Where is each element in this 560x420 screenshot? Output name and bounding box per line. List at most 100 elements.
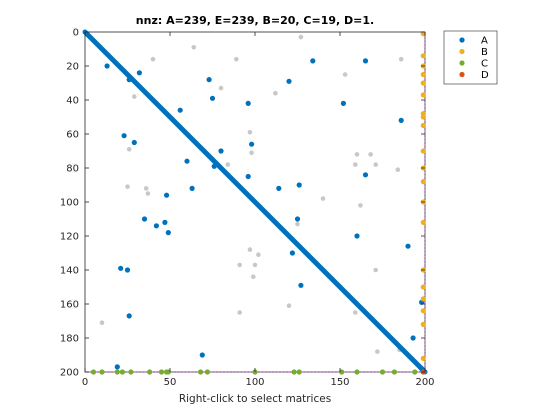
x-tick-label-3: 150 [330,377,349,388]
y-tick-label-2: 40 [66,96,79,107]
legend-marker-B [459,48,465,55]
series-B [420,31,426,361]
point-C-0 [90,369,97,375]
legend-item-B[interactable]: B [459,47,488,58]
point-B-3 [420,71,426,78]
point-A-39 [114,364,120,370]
point-A-4 [206,77,212,83]
point-E-3 [191,45,197,50]
point-E-32 [286,303,292,309]
point-C-6 [158,369,165,375]
point-E-23 [353,162,358,167]
x-tick-label-0: 0 [82,377,88,388]
point-B-1 [420,53,426,59]
point-A-5 [209,95,216,101]
point-A-18 [245,173,251,180]
point-E-11 [126,147,132,152]
point-E-8 [342,72,348,77]
point-E-18 [320,196,326,201]
point-C-16 [379,369,386,375]
point-E-34 [375,349,380,354]
point-A-15 [218,148,224,154]
y-tick-label-1: 20 [66,62,79,73]
diagonal-A [82,29,428,375]
point-A-31 [289,250,295,256]
y-tick-label-9: 180 [60,334,79,345]
point-C-17 [391,369,397,375]
point-A-16 [249,141,255,147]
point-E-7 [298,34,304,40]
point-B-11 [420,179,426,185]
point-A-38 [199,352,205,358]
point-E-22 [395,167,401,172]
legend-label-B: B [481,47,488,58]
legend-marker-A [459,37,465,43]
point-A-35 [126,313,132,319]
point-C-12 [291,369,297,375]
y-tick-label-8: 160 [60,300,79,311]
point-A-13 [131,139,137,146]
legend-item-D[interactable]: D [459,70,489,81]
point-A-7 [286,78,292,84]
y-tick-label-6: 120 [60,232,79,243]
point-A-11 [398,117,404,123]
point-A-8 [310,58,316,64]
legend-label-A: A [481,36,488,47]
point-C-4 [128,369,134,375]
point-A-33 [124,267,131,273]
point-E-19 [354,152,360,157]
point-B-13 [420,219,426,225]
point-A-23 [164,192,170,198]
point-E-10 [132,94,137,99]
legend-marker-D [459,71,465,78]
point-B-5 [420,92,426,98]
legend-item-A[interactable]: A [459,36,488,47]
point-C-13 [296,369,302,375]
point-B-7 [420,114,426,120]
point-A-34 [298,282,304,288]
point-E-9 [398,56,404,62]
point-E-15 [225,162,231,167]
series-layer [82,29,428,375]
point-A-3 [177,107,183,113]
point-B-4 [420,80,426,86]
point-E-12 [143,186,149,191]
point-A-26 [162,219,168,225]
point-E-14 [125,184,130,189]
reference-lines [85,32,426,373]
point-E-24 [358,203,363,208]
point-C-5 [147,369,153,375]
point-C-15 [354,369,360,375]
point-E-13 [145,191,151,196]
x-tick-label-2: 100 [245,377,264,388]
point-E-5 [234,56,239,62]
point-C-2 [114,369,120,375]
legend-item-C[interactable]: C [459,59,488,70]
point-E-26 [247,247,253,252]
point-E-4 [218,85,224,91]
point-A-30 [405,243,411,249]
point-A-12 [121,133,127,139]
point-E-27 [237,262,242,268]
point-A-22 [189,185,195,191]
point-B-19 [420,355,426,361]
legend-label-C: C [481,59,488,70]
point-C-10 [204,369,210,375]
point-A-27 [165,230,171,236]
point-A-14 [184,158,190,164]
point-A-29 [354,233,360,239]
point-A-9 [340,100,346,106]
point-E-2 [150,56,156,62]
point-E-6 [273,90,278,96]
point-A-20 [296,182,302,188]
point-B-18 [420,321,426,327]
point-E-30 [373,267,379,273]
point-A-28 [294,216,301,222]
point-A-17 [211,163,217,169]
legend-marker-C [459,60,465,66]
series-A [82,29,428,375]
